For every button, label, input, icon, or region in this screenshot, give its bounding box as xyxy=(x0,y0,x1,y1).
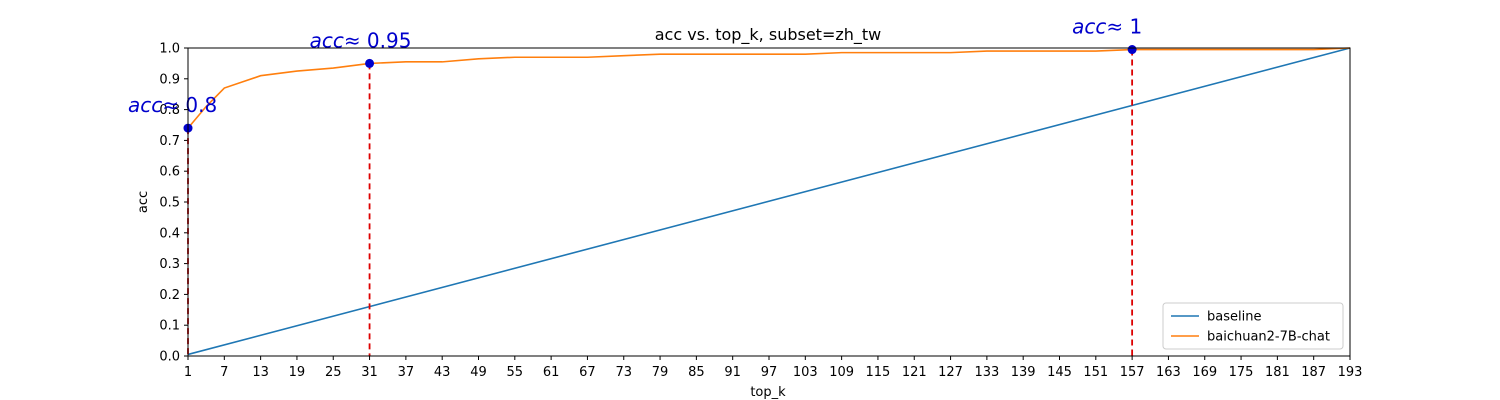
annotation-value: ≈ 0.95 xyxy=(344,28,412,52)
y-tick-label: 0.0 xyxy=(159,350,180,365)
y-tick-label: 0.3 xyxy=(159,257,180,272)
annotation-prefix: acc xyxy=(128,93,162,117)
y-tick-label: 1.0 xyxy=(159,42,180,57)
x-tick-label: 151 xyxy=(1083,365,1108,380)
x-tick-label: 169 xyxy=(1192,365,1217,380)
annotation-label: acc≈ 0.8 xyxy=(128,93,217,117)
y-tick-label: 0.5 xyxy=(159,196,180,211)
x-tick-label: 13 xyxy=(252,365,269,380)
x-tick-label: 145 xyxy=(1047,365,1072,380)
x-tick-label: 91 xyxy=(724,365,741,380)
series-line-baseline xyxy=(187,47,1351,356)
x-tick-label: 103 xyxy=(793,365,818,380)
x-tick-label: 49 xyxy=(470,365,487,380)
x-tick-label: 55 xyxy=(507,365,524,380)
x-tick-label: 157 xyxy=(1120,365,1145,380)
annotation-prefix: acc xyxy=(1072,15,1106,39)
x-tick-label: 181 xyxy=(1265,365,1290,380)
y-tick-label: 0.6 xyxy=(159,165,180,180)
annotation-prefix: acc xyxy=(310,28,344,52)
annotation-value: ≈ 0.8 xyxy=(162,93,217,117)
x-tick-label: 1 xyxy=(184,365,192,380)
marker-point xyxy=(365,58,375,68)
y-axis-title: acc xyxy=(136,191,151,213)
plot-area: 0.0 0.1 0.2 0.3 0.4 0.5 0.6 0.7 0.8 0.9 1.0 1 7 13 19 2… xyxy=(128,15,1362,380)
legend-label: baichuan2-7B-chat xyxy=(1207,330,1330,345)
x-tick-label: 7 xyxy=(220,365,228,380)
chart-title: acc vs. top_k, subset=zh_tw xyxy=(655,25,882,45)
x-tick-label: 175 xyxy=(1229,365,1254,380)
legend: baseline baichuan2-7B-chat xyxy=(1162,302,1344,350)
x-tick-label: 37 xyxy=(398,365,415,380)
x-tick-label: 187 xyxy=(1301,365,1326,380)
x-tick-label: 109 xyxy=(829,365,854,380)
x-tick-label: 121 xyxy=(902,365,927,380)
x-tick-label: 79 xyxy=(652,365,669,380)
y-tick-label: 0.1 xyxy=(159,319,180,334)
x-tick-label: 25 xyxy=(325,365,342,380)
x-tick-label: 67 xyxy=(579,365,596,380)
x-tick-label: 43 xyxy=(434,365,451,380)
x-tick-label: 133 xyxy=(974,365,999,380)
legend-box xyxy=(1162,302,1344,350)
y-tick-label: 0.9 xyxy=(159,72,180,87)
annotation-label: acc≈ 1 xyxy=(1072,15,1142,39)
marker-point xyxy=(1127,45,1137,55)
x-tick-label: 163 xyxy=(1156,365,1181,380)
annotation-label: acc≈ 0.95 xyxy=(310,28,412,52)
x-tick-label: 193 xyxy=(1338,365,1363,380)
x-tick-label: 19 xyxy=(289,365,306,380)
x-tick-label: 115 xyxy=(866,365,891,380)
annotation-value: ≈ 1 xyxy=(1106,15,1142,39)
axes-frame xyxy=(187,47,1351,357)
x-tick-label: 73 xyxy=(615,365,632,380)
x-axis-title: top_k xyxy=(750,385,786,400)
y-tick-label: 0.8 xyxy=(159,103,180,118)
y-tick-label: 0.4 xyxy=(159,226,180,241)
x-tick-label: 85 xyxy=(688,365,705,380)
x-tick-label: 127 xyxy=(938,365,963,380)
x-tick-label: 97 xyxy=(761,365,778,380)
y-tick-label: 0.2 xyxy=(159,288,180,303)
series-line-model xyxy=(187,47,1351,129)
x-tick-label: 31 xyxy=(361,365,378,380)
legend-label: baseline xyxy=(1207,310,1261,325)
x-tick-label: 61 xyxy=(543,365,560,380)
y-tick-label: 0.7 xyxy=(159,134,180,149)
x-tick-label: 139 xyxy=(1011,365,1036,380)
